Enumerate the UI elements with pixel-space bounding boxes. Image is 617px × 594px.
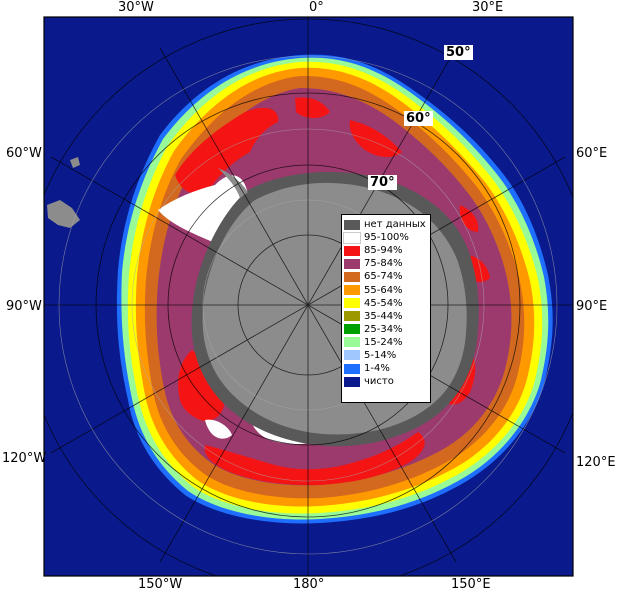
legend-label: 65-74% <box>364 271 403 283</box>
graticule <box>44 17 573 576</box>
legend-item: 35-44% <box>344 310 428 323</box>
legend-label: 85-94% <box>364 245 403 257</box>
lon-label-30w: 30°W <box>118 0 154 15</box>
legend-label: 5-14% <box>364 349 397 361</box>
legend-item: 75-84% <box>344 257 428 270</box>
legend-item: 85-94% <box>344 244 428 257</box>
legend-swatch <box>344 337 360 348</box>
legend-swatch <box>344 285 360 296</box>
legend-label: чисто <box>364 376 394 388</box>
legend-item: нет данных <box>344 218 428 231</box>
legend-swatch <box>344 271 360 282</box>
antarctic-peninsula <box>218 168 248 198</box>
lon-label-120e: 120°E <box>576 455 616 470</box>
lon-label-150w: 150°W <box>138 577 183 592</box>
legend-item: 25-34% <box>344 323 428 336</box>
lon-label-0: 0° <box>309 0 324 15</box>
legend-label: 35-44% <box>364 310 403 322</box>
legend-label: 25-34% <box>364 323 403 335</box>
lon-label-60e: 60°E <box>576 146 608 161</box>
lat-label-70: 70° <box>368 175 397 190</box>
legend-swatch <box>344 376 360 387</box>
legend-label: 75-84% <box>364 258 403 270</box>
legend-swatch <box>344 298 360 309</box>
legend-swatch <box>344 324 360 335</box>
legend-item: чисто <box>344 375 428 388</box>
map-border <box>43 16 574 577</box>
legend-swatch <box>344 363 360 374</box>
lon-label-60w: 60°W <box>6 146 42 161</box>
legend-item: 5-14% <box>344 349 428 362</box>
legend-item: 1-4% <box>344 362 428 375</box>
legend-item: 55-64% <box>344 283 428 296</box>
legend-swatch <box>344 258 360 269</box>
lon-label-120w: 120°W <box>2 451 47 466</box>
lon-label-30e: 30°E <box>472 0 504 15</box>
legend-swatch <box>344 219 360 230</box>
lon-label-150e: 150°E <box>451 577 491 592</box>
concentration-legend: нет данных 95-100% 85-94% 75-84% 65-74% 55-64… <box>341 214 431 403</box>
legend-swatch <box>344 311 360 322</box>
legend-item: 45-54% <box>344 297 428 310</box>
legend-item: 95-100% <box>343 231 428 244</box>
lon-label-180: 180° <box>293 577 325 592</box>
legend-label: 45-54% <box>364 297 403 309</box>
legend-swatch <box>344 350 360 361</box>
legend-item: 65-74% <box>344 270 428 283</box>
legend-swatch <box>343 231 361 244</box>
legend-label: 1-4% <box>364 363 390 375</box>
lat-label-60: 60° <box>404 111 433 126</box>
lon-label-90e: 90°E <box>576 299 608 314</box>
lon-label-90w: 90°W <box>6 299 42 314</box>
legend-label: 55-64% <box>364 284 403 296</box>
legend-swatch <box>344 245 360 256</box>
legend-label: 95-100% <box>364 232 409 244</box>
legend-label: нет данных <box>364 219 426 231</box>
south-america-land <box>47 157 80 228</box>
lat-label-50: 50° <box>444 45 473 60</box>
legend-label: 15-24% <box>364 336 403 348</box>
legend-item: 15-24% <box>344 336 428 349</box>
